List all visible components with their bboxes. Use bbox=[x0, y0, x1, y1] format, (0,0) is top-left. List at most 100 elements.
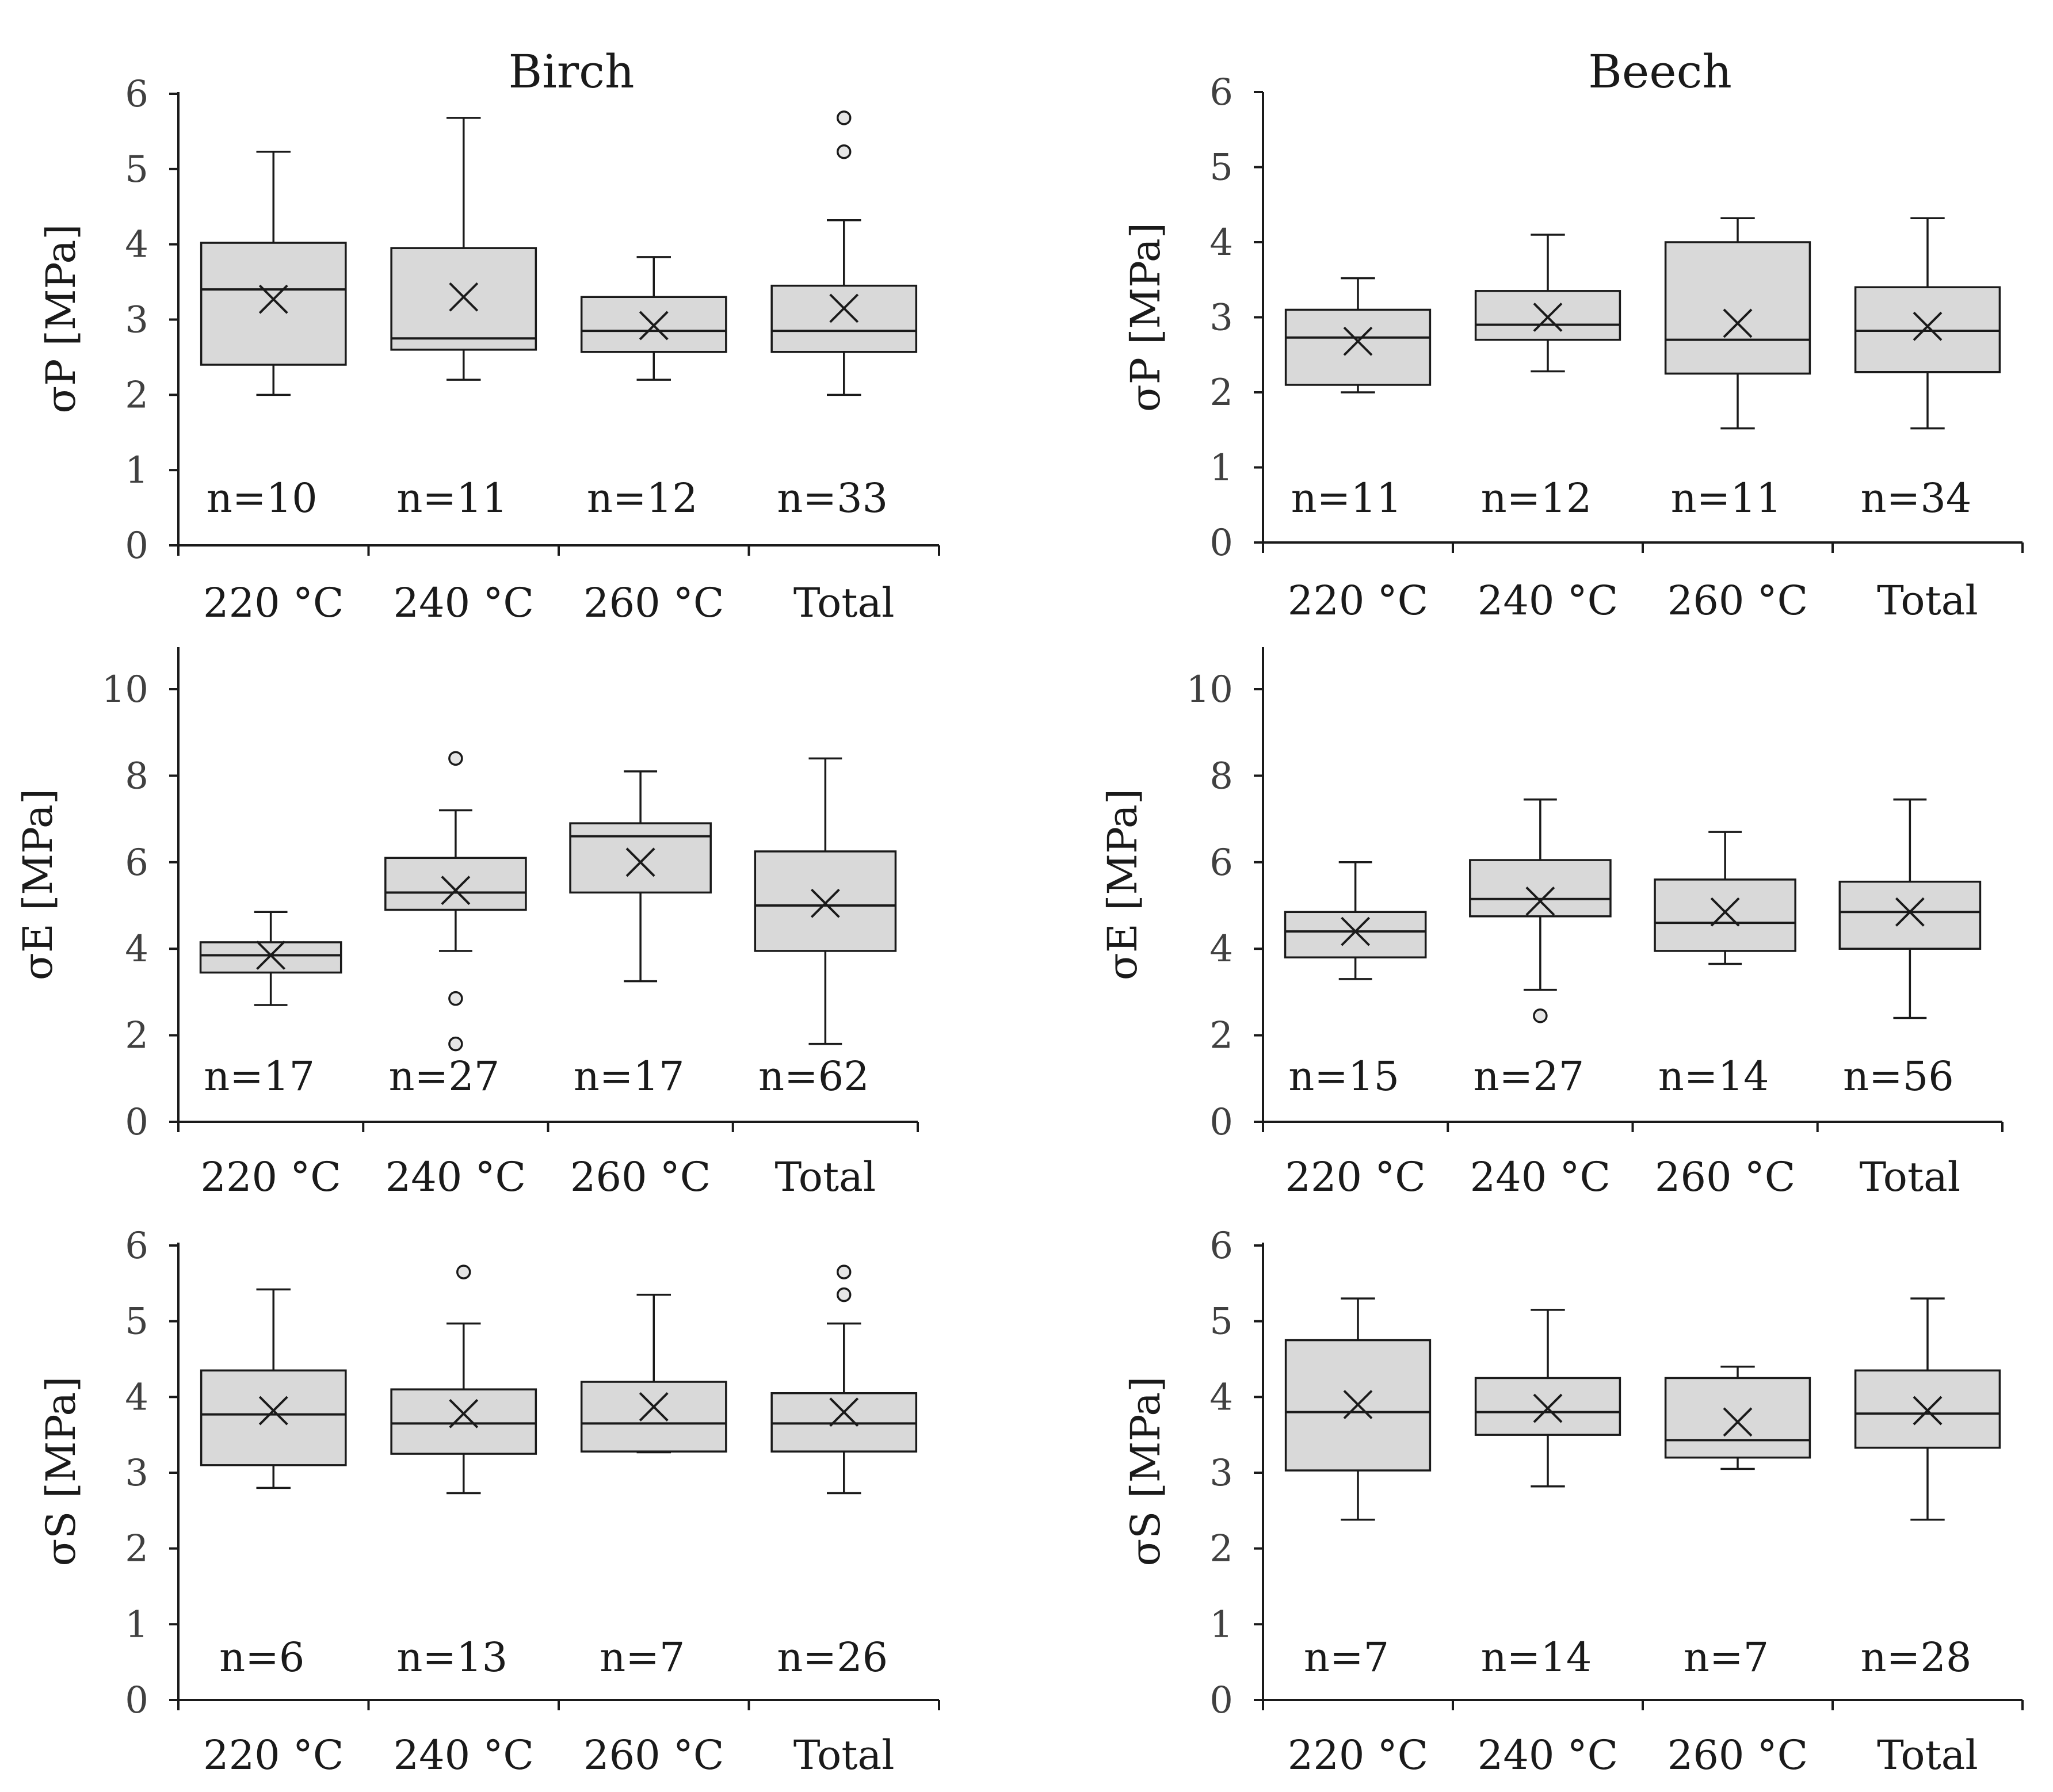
mean-marker bbox=[1533, 1393, 1563, 1423]
sample-size-label: n=26 bbox=[777, 1634, 888, 1681]
y-tick-label: 3 bbox=[125, 299, 148, 342]
panel-beech-sigma-p: 0 1 2 3 4 5 6 σP [MPa] 220 °C n=11 240 °C n=12 260 °… bbox=[1122, 71, 2024, 624]
y-tick-label: 6 bbox=[125, 842, 148, 884]
mean-marker bbox=[1723, 308, 1753, 338]
y-tick-label: 0 bbox=[125, 1679, 148, 1722]
sample-size-label: n=34 bbox=[1861, 475, 1972, 522]
iqr-box bbox=[199, 941, 342, 974]
y-axis-label: σP [MPa] bbox=[37, 224, 85, 413]
y-tick-label: 8 bbox=[125, 755, 148, 797]
sample-size-label: n=27 bbox=[388, 1053, 499, 1100]
iqr-box bbox=[754, 850, 897, 952]
outlier-point bbox=[1533, 1008, 1548, 1023]
y-tick-label: 5 bbox=[125, 148, 148, 191]
x-category-label: 240 °C bbox=[1478, 1732, 1618, 1779]
iqr-box bbox=[770, 284, 918, 353]
iqr-box bbox=[390, 1388, 537, 1455]
iqr-box bbox=[580, 1381, 727, 1453]
x-category-label: 260 °C bbox=[570, 1153, 711, 1201]
sample-size-label: n=6 bbox=[219, 1634, 304, 1681]
mean-marker bbox=[639, 311, 669, 341]
y-tick-label: 10 bbox=[1186, 668, 1233, 711]
y-tick-label: 6 bbox=[125, 1225, 148, 1267]
mean-marker bbox=[829, 293, 859, 323]
iqr-box bbox=[1664, 1377, 1811, 1459]
iqr-box bbox=[1284, 308, 1432, 386]
y-tick-label: 0 bbox=[1209, 1679, 1233, 1722]
mean-marker bbox=[639, 1392, 669, 1422]
panel-birch-sigma-e: 0 2 4 6 8 10 σE [MPa] 220 °C n=17 240 °C n=27 260 °… bbox=[14, 647, 919, 1201]
y-tick-label: 2 bbox=[125, 1015, 148, 1057]
mean-marker bbox=[258, 284, 288, 314]
sample-size-label: n=11 bbox=[1291, 475, 1402, 522]
y-tick-label: 1 bbox=[1209, 447, 1233, 490]
mean-marker bbox=[1533, 303, 1563, 332]
iqr-box bbox=[200, 1369, 347, 1466]
sample-size-label: n=7 bbox=[1304, 1634, 1389, 1681]
sample-size-label: n=11 bbox=[396, 475, 507, 522]
y-tick-label: 2 bbox=[125, 1528, 148, 1571]
panel-beech-sigma-s: 0 1 2 3 4 5 6 σS [MPa] 220 °C n=7 240 °C n=14 260 °C… bbox=[1122, 1225, 2024, 1779]
mean-marker bbox=[829, 1397, 859, 1427]
mean-marker bbox=[625, 847, 655, 877]
mean-marker bbox=[1723, 1407, 1753, 1437]
mean-marker bbox=[1525, 887, 1555, 916]
y-tick-label: 3 bbox=[1209, 297, 1233, 339]
iqr-box bbox=[200, 242, 347, 366]
sample-size-label: n=17 bbox=[204, 1053, 315, 1100]
y-tick-label: 8 bbox=[1209, 755, 1233, 797]
sample-size-label: n=62 bbox=[758, 1053, 869, 1100]
y-tick-label: 4 bbox=[125, 928, 148, 970]
y-tick-label: 4 bbox=[1209, 1376, 1233, 1419]
sample-size-label: n=15 bbox=[1288, 1053, 1399, 1100]
sample-size-label: n=13 bbox=[396, 1634, 507, 1681]
x-category-label: 260 °C bbox=[1655, 1153, 1795, 1201]
sample-size-label: n=14 bbox=[1481, 1634, 1592, 1681]
x-category-label: Total bbox=[1877, 577, 1978, 624]
mean-marker bbox=[441, 876, 471, 905]
y-tick-label: 0 bbox=[125, 525, 148, 567]
sample-size-label: n=33 bbox=[777, 475, 888, 522]
y-tick-label: 1 bbox=[125, 449, 148, 492]
x-category-label: 260 °C bbox=[1667, 577, 1808, 624]
mean-marker bbox=[258, 1396, 288, 1426]
y-tick-label: 3 bbox=[1209, 1452, 1233, 1495]
x-category-label: 240 °C bbox=[394, 1732, 534, 1779]
y-tick-label: 2 bbox=[1209, 1015, 1233, 1057]
panel-birch-sigma-p: 0 1 2 3 4 5 6 σP [MPa] 220 °C n=10 240 °C n=11 260 °… bbox=[37, 73, 940, 626]
outlier-point bbox=[837, 1264, 852, 1279]
y-tick-label: 0 bbox=[1209, 522, 1233, 564]
iqr-box bbox=[1838, 880, 1982, 950]
panel-beech-sigma-e: 0 2 4 6 8 10 σE [MPa] 220 °C n=15 240 °C n=27 260 °… bbox=[1099, 647, 2004, 1201]
outlier-point bbox=[837, 1287, 852, 1302]
y-tick-label: 5 bbox=[1209, 1301, 1233, 1343]
x-category-label: 220 °C bbox=[1285, 1153, 1425, 1201]
y-tick-label: 0 bbox=[1209, 1101, 1233, 1144]
panel-birch-sigma-s: 0 1 2 3 4 5 6 σS [MPa] 220 °C n=6 240 °C n=13 260 °C… bbox=[37, 1225, 940, 1779]
mean-marker bbox=[256, 941, 286, 970]
x-category-label: 260 °C bbox=[1667, 1732, 1808, 1779]
outlier-point bbox=[448, 991, 463, 1006]
iqr-box bbox=[1654, 878, 1796, 952]
y-axis-label: σE [MPa] bbox=[14, 789, 62, 980]
x-category-label: 240 °C bbox=[386, 1153, 526, 1201]
sample-size-label: n=28 bbox=[1861, 1634, 1972, 1681]
y-tick-label: 0 bbox=[125, 1101, 148, 1144]
mean-marker bbox=[1895, 897, 1925, 927]
outlier-point bbox=[837, 144, 852, 159]
mean-marker bbox=[1341, 916, 1371, 946]
x-category-label: 240 °C bbox=[1478, 577, 1618, 624]
y-axis-label: σE [MPa] bbox=[1099, 789, 1146, 980]
y-tick-label: 4 bbox=[125, 1376, 148, 1419]
iqr-box bbox=[1469, 859, 1612, 918]
y-tick-label: 5 bbox=[1209, 147, 1233, 189]
sample-size-label: n=7 bbox=[1684, 1634, 1769, 1681]
y-tick-label: 3 bbox=[125, 1452, 148, 1495]
y-tick-label: 4 bbox=[1209, 928, 1233, 970]
iqr-box bbox=[1474, 290, 1621, 341]
iqr-box bbox=[384, 857, 527, 911]
x-category-label: Total bbox=[793, 579, 895, 626]
title-birch: Birch bbox=[509, 45, 635, 98]
y-tick-label: 2 bbox=[125, 374, 148, 417]
sample-size-label: n=27 bbox=[1473, 1053, 1584, 1100]
